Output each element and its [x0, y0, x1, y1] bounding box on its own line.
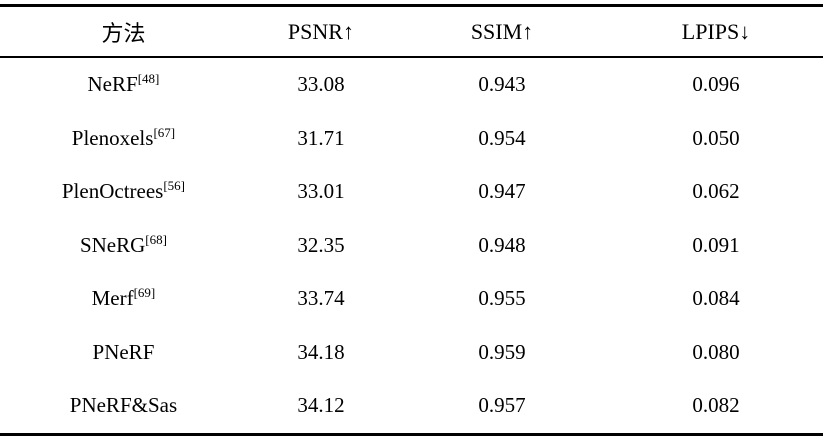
method-name: SNeRG — [79, 232, 146, 257]
column-header-lpips: LPIPS↓ — [608, 5, 823, 58]
column-header-psnr: PSNR↑ — [246, 5, 396, 58]
psnr-value: 32.35 — [297, 232, 345, 257]
citation-superscript: [67] — [153, 124, 176, 140]
method-cell: SNeRG[68] — [0, 219, 247, 273]
ssim-value: 0.943 — [478, 72, 526, 97]
table-row: Merf[69] 33.74 0.955 0.084 — [0, 272, 823, 326]
method-name: Merf — [91, 286, 134, 311]
ssim-value: 0.948 — [478, 232, 526, 257]
table-row: PNeRF 34.18 0.959 0.080 — [0, 326, 823, 380]
psnr-value: 34.12 — [297, 393, 345, 418]
method-name: PNeRF — [92, 339, 155, 364]
table-row: SNeRG[68] 32.35 0.948 0.091 — [0, 219, 823, 273]
ssim-value: 0.957 — [478, 393, 526, 418]
table-row: PlenOctrees[56] 33.01 0.947 0.062 — [0, 165, 823, 219]
lpips-value: 0.080 — [692, 339, 740, 364]
citation-superscript: [48] — [137, 71, 160, 87]
method-cell: PlenOctrees[56] — [0, 165, 247, 219]
psnr-value: 33.08 — [297, 72, 345, 97]
psnr-value: 31.71 — [297, 125, 345, 150]
citation-superscript: [56] — [163, 178, 186, 194]
table-row: NeRF[48] 33.08 0.943 0.096 — [0, 57, 823, 112]
method-name: Plenoxels — [71, 125, 154, 150]
psnr-value: 34.18 — [297, 339, 345, 364]
results-table: 方法 PSNR↑ SSIM↑ LPIPS↓ NeRF[48] 33.08 0.9… — [0, 4, 823, 436]
lpips-value: 0.084 — [692, 286, 740, 311]
ssim-value: 0.947 — [478, 179, 526, 204]
column-header-ssim: SSIM↑ — [395, 5, 609, 58]
method-cell: PNeRF — [0, 326, 247, 380]
table-row: PNeRF&Sas 34.12 0.957 0.082 — [0, 379, 823, 434]
method-name: PlenOctrees — [61, 179, 164, 204]
method-name: PNeRF&Sas — [69, 393, 178, 418]
method-cell: NeRF[48] — [0, 57, 247, 112]
method-cell: PNeRF&Sas — [0, 379, 247, 434]
table-row: Plenoxels[67] 31.71 0.954 0.050 — [0, 112, 823, 166]
table-header-row: 方法 PSNR↑ SSIM↑ LPIPS↓ — [0, 5, 823, 58]
ssim-value: 0.954 — [478, 125, 526, 150]
ssim-value: 0.959 — [478, 339, 526, 364]
psnr-value: 33.01 — [297, 179, 345, 204]
lpips-value: 0.082 — [692, 393, 740, 418]
method-name: NeRF — [87, 72, 138, 97]
psnr-value: 33.74 — [297, 286, 345, 311]
method-cell: Plenoxels[67] — [0, 112, 247, 166]
column-header-method: 方法 — [0, 5, 247, 58]
ssim-value: 0.955 — [478, 286, 526, 311]
lpips-value: 0.091 — [692, 232, 740, 257]
lpips-value: 0.096 — [692, 72, 740, 97]
citation-superscript: [69] — [133, 285, 156, 301]
lpips-value: 0.050 — [692, 125, 740, 150]
method-cell: Merf[69] — [0, 272, 247, 326]
citation-superscript: [68] — [145, 231, 167, 247]
lpips-value: 0.062 — [692, 179, 740, 204]
